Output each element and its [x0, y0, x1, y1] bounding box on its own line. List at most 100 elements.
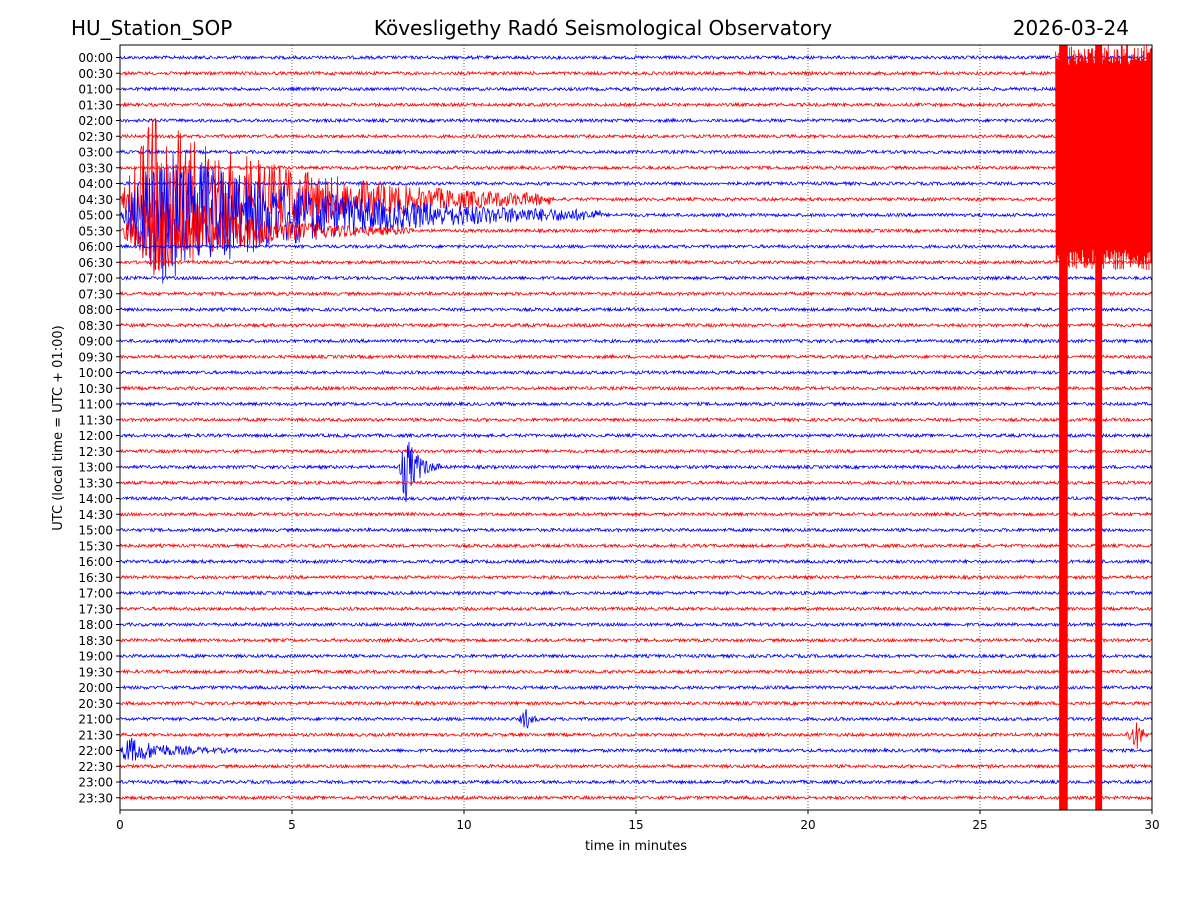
- trace-0230: [120, 133, 1152, 140]
- y-tick-label: 09:30: [78, 350, 113, 364]
- trace-2200: [120, 737, 1152, 761]
- y-tick-label: 08:00: [78, 303, 113, 317]
- trace-0500: [120, 154, 1152, 284]
- y-tick-label: 10:30: [78, 382, 113, 396]
- y-tick-label: 19:00: [78, 650, 113, 664]
- x-tick-label: 15: [628, 818, 643, 832]
- x-tick-label: 0: [116, 818, 124, 832]
- y-tick-label: 16:00: [78, 555, 113, 569]
- x-tick-label: 10: [456, 818, 471, 832]
- y-tick-label: 22:00: [78, 744, 113, 758]
- y-tick-label: 08:30: [78, 319, 113, 333]
- y-tick-label: 11:30: [78, 413, 113, 427]
- y-tick-label: 00:30: [78, 67, 113, 81]
- y-tick-label: 19:30: [78, 665, 113, 679]
- trace-1130: [120, 416, 1152, 423]
- trace-0800: [120, 306, 1152, 313]
- y-tick-label: 12:00: [78, 429, 113, 443]
- trace-0130: [120, 101, 1152, 108]
- date-title: 2026-03-24: [1013, 16, 1129, 40]
- clipped-band: [1055, 45, 1152, 271]
- trace-1700: [120, 589, 1152, 597]
- trace-2330: [120, 794, 1152, 801]
- y-tick-label: 07:30: [78, 287, 113, 301]
- y-tick-label: 14:30: [78, 508, 113, 522]
- trace-1600: [120, 558, 1152, 565]
- y-tick-label: 13:00: [78, 461, 113, 475]
- trace-1100: [120, 400, 1152, 408]
- y-tick-label: 11:00: [78, 398, 113, 412]
- y-tick-label: 20:30: [78, 697, 113, 711]
- trace-0700: [120, 274, 1152, 282]
- trace-1830: [120, 637, 1152, 644]
- y-tick-label: 01:30: [78, 98, 113, 112]
- y-tick-label: 18:30: [78, 634, 113, 648]
- trace-1500: [120, 526, 1152, 534]
- trace-0630: [120, 259, 1152, 266]
- y-tick-label: 06:00: [78, 240, 113, 254]
- y-tick-label: 07:00: [78, 272, 113, 286]
- y-tick-label: 18:00: [78, 618, 113, 632]
- y-tick-label: 15:00: [78, 524, 113, 538]
- trace-0430: [120, 118, 1152, 276]
- y-axis-label: UTC (local time = UTC + 01:00): [51, 325, 66, 530]
- trace-2100: [120, 708, 1152, 729]
- y-tick-label: 21:00: [78, 713, 113, 727]
- trace-0730: [120, 290, 1152, 297]
- x-tick-label: 5: [288, 818, 296, 832]
- y-tick-label: 03:00: [78, 146, 113, 160]
- trace-0000: [120, 54, 1152, 61]
- station-title: HU_Station_SOP: [71, 16, 232, 40]
- y-tick-label: 02:00: [78, 114, 113, 128]
- trace-1800: [120, 621, 1152, 628]
- clipped-band: [1059, 45, 1068, 810]
- y-tick-label: 06:30: [78, 256, 113, 270]
- clipped-bands: [1055, 45, 1152, 810]
- trace-1330: [120, 479, 1152, 486]
- trace-1030: [120, 385, 1152, 392]
- trace-1930: [120, 668, 1152, 675]
- y-tick-label: 21:30: [78, 728, 113, 742]
- x-tick-label: 25: [972, 818, 987, 832]
- trace-0600: [120, 243, 1152, 250]
- y-tick-label: 17:30: [78, 602, 113, 616]
- y-tick-label: 12:30: [78, 445, 113, 459]
- y-tick-label: 09:00: [78, 335, 113, 349]
- trace-0100: [120, 86, 1152, 93]
- trace-1900: [120, 652, 1152, 660]
- trace-0830: [120, 322, 1152, 329]
- trace-1200: [120, 432, 1152, 439]
- y-tick-label: 20:00: [78, 681, 113, 695]
- seismic-traces: [120, 54, 1152, 801]
- trace-1730: [120, 605, 1152, 612]
- y-tick-label: 17:00: [78, 587, 113, 601]
- trace-2000: [120, 684, 1152, 691]
- trace-2030: [120, 700, 1152, 707]
- trace-0930: [120, 353, 1152, 360]
- y-tick-label: 05:00: [78, 209, 113, 223]
- x-tick-label: 20: [800, 818, 815, 832]
- y-tick-label: 23:00: [78, 776, 113, 790]
- trace-1530: [120, 542, 1152, 549]
- trace-0530: [120, 192, 1152, 271]
- trace-1000: [120, 369, 1152, 376]
- y-tick-label: 01:00: [78, 83, 113, 97]
- y-tick-label: 05:30: [78, 224, 113, 238]
- y-tick-label: 23:30: [78, 791, 113, 805]
- y-tick-label: 04:30: [78, 193, 113, 207]
- y-tick-label: 04:00: [78, 177, 113, 191]
- trace-2130: [120, 722, 1152, 750]
- trace-2230: [120, 763, 1152, 770]
- y-tick-label: 03:30: [78, 161, 113, 175]
- x-axis-label: time in minutes: [585, 839, 687, 854]
- trace-1630: [120, 574, 1152, 581]
- trace-0300: [120, 149, 1152, 156]
- trace-0200: [120, 117, 1152, 124]
- trace-0900: [120, 337, 1152, 345]
- y-tick-label: 22:30: [78, 760, 113, 774]
- clipped-band: [1095, 45, 1103, 810]
- x-tick-label: 30: [1144, 818, 1159, 832]
- y-tick-label: 16:30: [78, 571, 113, 585]
